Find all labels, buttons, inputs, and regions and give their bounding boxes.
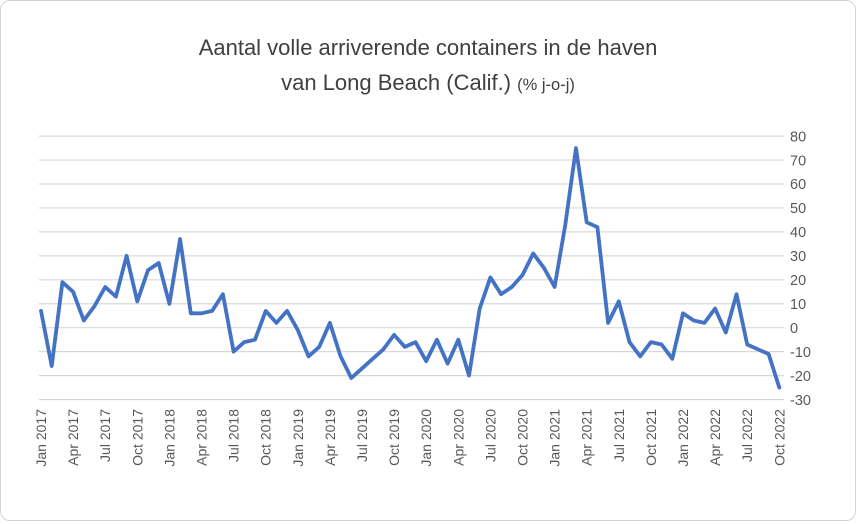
- x-axis-tick-label: Oct 2018: [258, 409, 274, 466]
- x-axis-tick-label: Oct 2020: [515, 409, 531, 466]
- data-series-line: [39, 146, 782, 390]
- y-axis-tick-label: -20: [790, 369, 811, 385]
- chart-title-unit-suffix: (% j-o-j): [517, 76, 575, 94]
- x-axis-tick-label: Apr 2017: [65, 409, 81, 466]
- y-axis-tick-label: 50: [790, 201, 806, 217]
- y-axis-tick-label: 0: [790, 321, 798, 337]
- x-axis-tick-label: Apr 2021: [579, 409, 595, 466]
- x-axis-tick-label: Jul 2021: [611, 409, 627, 462]
- x-axis-tick-label: Jul 2022: [739, 409, 755, 462]
- x-axis-tick-label: Jul 2017: [97, 409, 113, 462]
- chart-title-line-2: van Long Beach (Calif.) (% j-o-j): [281, 70, 575, 95]
- x-axis-tick-label: Jul 2019: [354, 409, 370, 462]
- x-axis-tick-label: Jan 2021: [547, 409, 563, 467]
- y-axis-tick-label: 20: [790, 273, 806, 289]
- x-axis-tick-label: Jul 2020: [482, 409, 498, 462]
- x-axis-tick-label: Apr 2020: [450, 409, 466, 466]
- y-axis-tick-label: -30: [790, 393, 811, 409]
- x-axis-tick-label: Oct 2019: [386, 409, 402, 466]
- x-axis-tick-label: Oct 2017: [129, 409, 145, 466]
- chart-title-line-1: Aantal volle arriverende containers in d…: [199, 35, 658, 60]
- y-axis-tick-label: -10: [790, 345, 811, 361]
- x-axis-tick-label: Apr 2019: [322, 409, 338, 466]
- x-axis-tick-label: Jul 2018: [226, 409, 242, 462]
- x-axis-tick-label: Jan 2019: [290, 409, 306, 467]
- x-axis-tick-label: Apr 2022: [707, 409, 723, 466]
- y-axis-tick-label: 10: [790, 297, 806, 313]
- y-axis-tick-label: 60: [790, 177, 806, 193]
- y-axis-tick-label: 40: [790, 225, 806, 241]
- x-axis-tick-label: Jan 2018: [161, 409, 177, 467]
- x-axis-tick-label: Jan 2020: [418, 409, 434, 467]
- x-axis-tick-label: Apr 2018: [194, 409, 210, 466]
- y-axis-tick-label: 30: [790, 249, 806, 265]
- y-axis-tick-label: 70: [790, 153, 806, 169]
- x-axis-tick-label: Jan 2017: [33, 409, 49, 467]
- chart-title-main: van Long Beach (Calif.): [281, 70, 517, 95]
- y-axis-tick-label: 80: [790, 129, 806, 145]
- x-axis-tick-label: Oct 2022: [771, 409, 787, 466]
- x-axis-tick-label: Jan 2022: [675, 409, 691, 467]
- x-axis-tick-label: Oct 2021: [643, 409, 659, 466]
